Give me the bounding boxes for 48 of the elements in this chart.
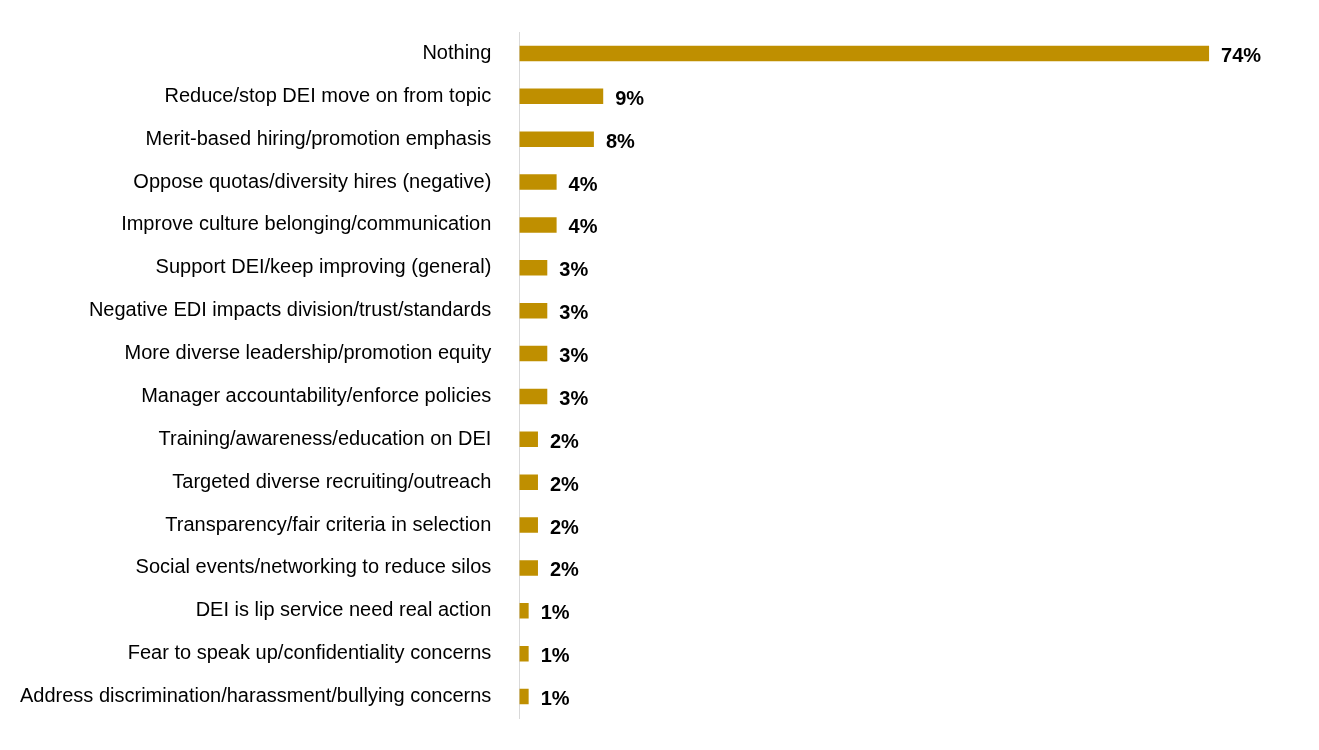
y-tick-label: Negative EDI impacts division/trust/standards [88, 298, 492, 321]
bar [519, 517, 538, 533]
y-tick-label: Fear to speak up/confidentiality concerns [127, 641, 492, 664]
y-tick-label: Oppose quotas/diversity hires (negative) [133, 169, 492, 192]
y-tick-label: More diverse leadership/promotion equity [124, 341, 492, 364]
data-label: 9% [615, 86, 645, 109]
data-label: 1% [540, 687, 570, 710]
y-tick-label: Support DEI/keep improving (general) [155, 255, 492, 278]
data-label: 2% [549, 472, 580, 495]
data-label: 1% [540, 601, 570, 624]
bar [519, 474, 538, 490]
bar [519, 345, 548, 362]
data-label: 3% [559, 344, 589, 367]
data-label: 2% [549, 515, 580, 538]
data-label: 4% [568, 215, 598, 238]
y-tick-label: Manager accountability/enforce policies [141, 383, 492, 406]
bar [519, 131, 594, 147]
y-tick-label: Merit-based hiring/promotion emphasis [145, 126, 492, 149]
data-label: 2% [549, 429, 580, 452]
y-tick-label: Reduce/stop DEI move on from topic [164, 83, 492, 106]
data-label: 3% [559, 301, 589, 324]
y-tick-label: Nothing [422, 40, 492, 63]
bar [519, 560, 538, 576]
y-tick-label: Address discrimination/harassment/bullying concerns [20, 684, 492, 707]
data-label: 3% [559, 386, 589, 409]
y-tick-label: Improve culture belonging/communication [121, 212, 492, 235]
y-tick-label: Targeted diverse recruiting/outreach [172, 469, 492, 492]
data-label: 4% [568, 172, 598, 195]
bar [519, 388, 548, 405]
bar [519, 302, 548, 319]
bar [519, 645, 529, 662]
data-label: 3% [559, 258, 589, 281]
bar [519, 217, 557, 233]
y-tick-label: DEI is lip service need real action [195, 598, 492, 621]
data-label: 1% [540, 644, 570, 667]
bar [519, 688, 529, 705]
bar [519, 603, 529, 619]
data-label: 74% [1221, 43, 1262, 66]
y-tick-label: Transparency/fair criteria in selection [165, 512, 492, 535]
bar [519, 260, 548, 276]
bar [519, 45, 1210, 62]
bar [519, 431, 538, 448]
bar [519, 174, 557, 190]
y-tick-label: Training/awareness/education on DEI [158, 426, 492, 449]
data-label: 2% [549, 558, 580, 581]
y-tick-label: Social events/networking to reduce silos [135, 555, 492, 578]
data-label: 8% [605, 129, 636, 152]
bar [519, 88, 604, 105]
